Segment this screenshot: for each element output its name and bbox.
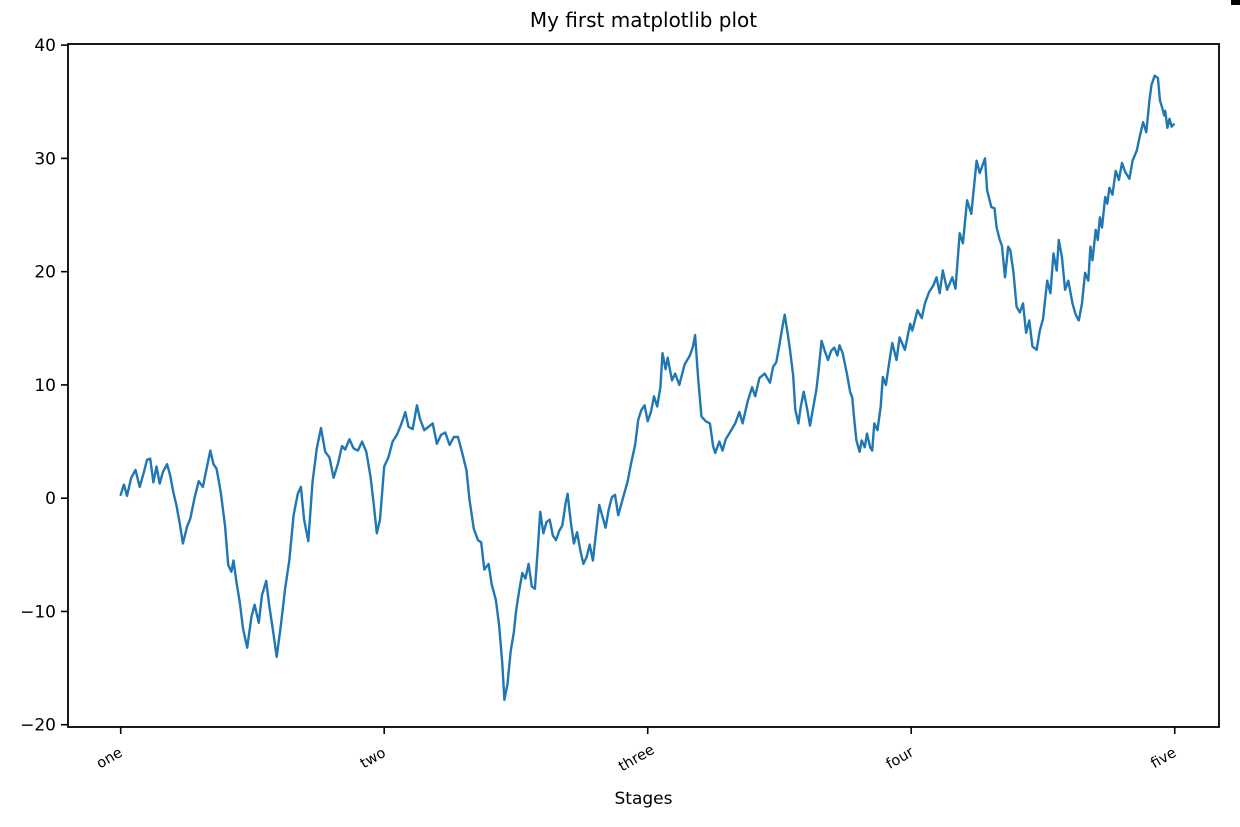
series-line <box>119 74 1175 701</box>
y-tick-label: −10 <box>20 602 56 622</box>
y-tick-label: 30 <box>34 149 56 169</box>
x-axis-label: Stages <box>614 789 673 809</box>
x-tick-label-four: four <box>884 744 917 772</box>
corner-artifact <box>1231 0 1240 5</box>
y-tick-label: −20 <box>20 716 56 736</box>
x-tick-label-one: one <box>94 745 125 772</box>
x-tick-label-five: five <box>1148 745 1179 772</box>
y-tick-label: 0 <box>45 489 56 509</box>
axes-spines <box>67 43 1220 728</box>
x-tick-label-three: three <box>616 742 657 775</box>
x-tick-label-two: two <box>358 745 389 772</box>
chart-title: My first matplotlib plot <box>529 8 758 32</box>
y-tick-label: 20 <box>34 263 56 283</box>
y-tick-label: 10 <box>34 376 56 396</box>
y-tick-label: 40 <box>34 36 56 56</box>
